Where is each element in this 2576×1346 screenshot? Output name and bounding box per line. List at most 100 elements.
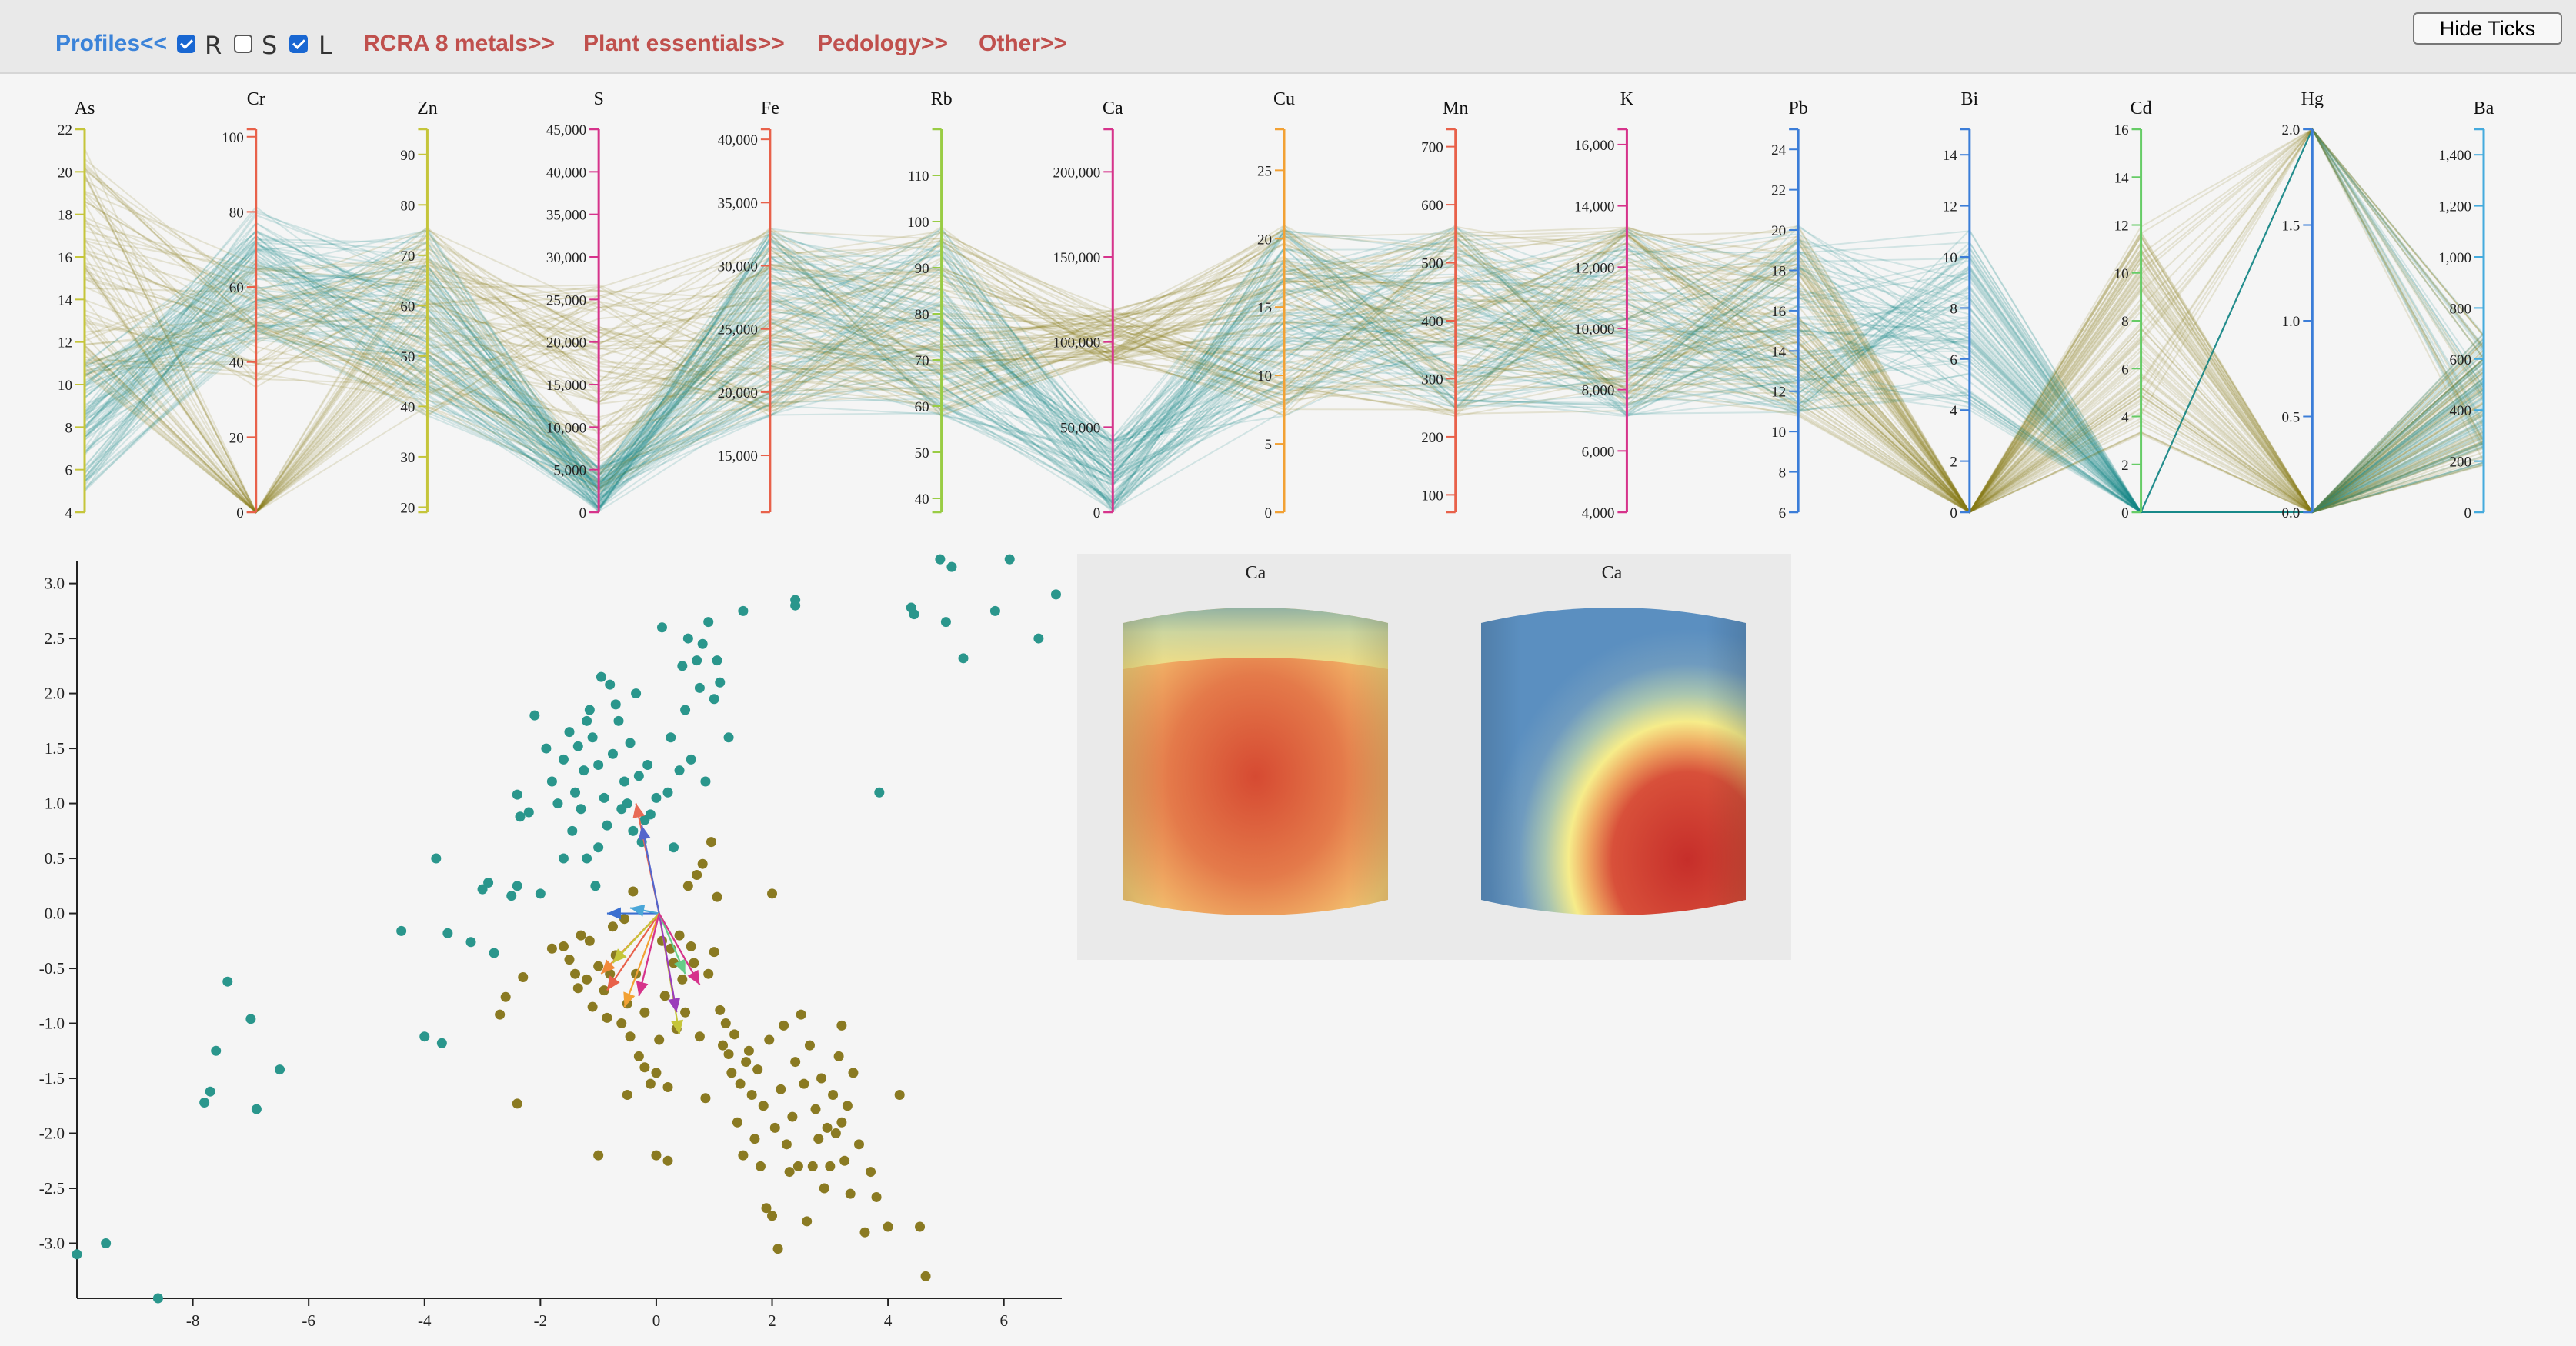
axis-mn[interactable]: Mn 100 200 300 400 500 600 700 [1421,98,1468,514]
point-teal[interactable] [674,765,685,776]
point-teal[interactable] [512,789,522,800]
point-teal[interactable] [909,609,919,620]
hide-ticks-button[interactable]: Hide Ticks [2413,12,2562,45]
point-olive[interactable] [746,1089,757,1100]
point-olive[interactable] [848,1068,859,1078]
point-teal[interactable] [245,1014,256,1024]
point-teal[interactable] [512,881,522,891]
point-teal[interactable] [199,1097,210,1108]
point-teal[interactable] [593,760,604,771]
point-olive[interactable] [836,1020,847,1031]
point-olive[interactable] [593,961,604,971]
point-teal[interactable] [645,809,656,820]
axis-cr[interactable]: Cr 0 20 40 60 80 100 [222,89,265,521]
point-olive[interactable] [732,1117,742,1128]
point-teal[interactable] [489,948,499,958]
point-teal[interactable] [419,1031,430,1042]
point-olive[interactable] [689,958,699,968]
point-olive[interactable] [866,1167,876,1178]
point-olive[interactable] [802,1216,813,1227]
point-teal[interactable] [222,976,233,987]
axis-fe[interactable]: Fe 15,000 20,000 25,000 30,000 35,000 40,000 [718,98,779,514]
point-teal[interactable] [700,776,711,787]
axis-ba[interactable]: Ba 0 200 400 600 800 1,000 1,200 1,400 [2438,98,2494,521]
point-olive[interactable] [677,974,688,985]
point-olive[interactable] [807,1161,818,1171]
point-olive[interactable] [787,1111,798,1122]
point-teal[interactable] [946,561,957,572]
point-olive[interactable] [656,935,667,946]
point-olive[interactable] [619,914,630,925]
point-olive[interactable] [767,1211,778,1221]
point-olive[interactable] [723,1049,734,1060]
point-olive[interactable] [871,1191,882,1202]
point-olive[interactable] [741,1057,752,1068]
point-olive[interactable] [622,1089,632,1100]
point-teal[interactable] [205,1086,215,1097]
point-teal[interactable] [669,842,679,853]
point-teal[interactable] [989,605,1000,616]
point-olive[interactable] [718,1040,729,1051]
point-teal[interactable] [723,732,734,743]
point-teal[interactable] [703,617,714,628]
point-olive[interactable] [605,968,616,979]
point-teal[interactable] [477,884,488,895]
point-olive[interactable] [813,1134,824,1144]
point-olive[interactable] [828,1089,839,1100]
point-teal[interactable] [607,748,618,759]
group-pedology[interactable]: Pedology>> [817,31,949,56]
axis-cd[interactable]: Cd 0 2 4 6 8 10 12 14 16 [2114,98,2152,521]
point-olive[interactable] [833,1051,844,1061]
point-olive[interactable] [772,1244,783,1254]
point-olive[interactable] [709,947,719,958]
point-teal[interactable] [790,595,801,605]
point-olive[interactable] [645,1078,656,1089]
axis-zn[interactable]: Zn 20 30 40 50 60 70 80 90 [400,98,437,516]
axis-ca[interactable]: Ca 0 50,000 100,000 150,000 200,000 [1053,98,1123,521]
point-teal[interactable] [602,820,612,831]
axis-hg[interactable]: Hg 0.0 0.5 1.0 1.5 2.0 [2282,89,2324,521]
point-teal[interactable] [709,694,719,705]
point-teal[interactable] [1004,554,1015,565]
point-olive[interactable] [659,991,670,1001]
point-teal[interactable] [72,1249,82,1260]
point-olive[interactable] [682,881,693,891]
point-teal[interactable] [558,853,569,864]
point-teal[interactable] [576,804,586,815]
point-olive[interactable] [749,1134,760,1144]
point-teal[interactable] [251,1104,262,1114]
point-olive[interactable] [822,1122,833,1133]
point-olive[interactable] [804,1040,815,1051]
cylinder-1[interactable] [1123,608,1388,915]
point-teal[interactable] [958,653,969,664]
point-teal[interactable] [619,776,630,787]
point-teal[interactable] [582,715,592,726]
point-olive[interactable] [743,1045,754,1056]
point-olive[interactable] [715,1005,726,1015]
point-teal[interactable] [662,787,673,798]
point-teal[interactable] [396,925,407,936]
point-olive[interactable] [853,1139,864,1150]
point-teal[interactable] [465,937,476,948]
point-olive[interactable] [784,1167,795,1178]
point-teal[interactable] [541,743,552,754]
point-teal[interactable] [694,682,705,693]
group-rcra-8-metals[interactable]: RCRA 8 metals>> [363,31,555,56]
point-teal[interactable] [593,842,604,853]
point-olive[interactable] [599,985,609,996]
point-olive[interactable] [720,1018,731,1029]
point-olive[interactable] [607,921,618,932]
point-teal[interactable] [692,655,702,666]
point-olive[interactable] [845,1188,856,1199]
point-olive[interactable] [726,1068,737,1078]
point-olive[interactable] [752,1064,763,1075]
axis-as[interactable]: As 4 6 8 10 12 14 16 18 20 22 [58,98,95,521]
point-olive[interactable] [616,1018,627,1029]
group-plant-essentials[interactable]: Plant essentials>> [583,31,785,56]
group-other[interactable]: Other>> [979,31,1068,56]
point-olive[interactable] [735,1078,746,1089]
point-teal[interactable] [275,1064,285,1075]
point-olive[interactable] [712,891,722,902]
point-teal[interactable] [442,928,453,938]
point-teal[interactable] [715,677,726,688]
